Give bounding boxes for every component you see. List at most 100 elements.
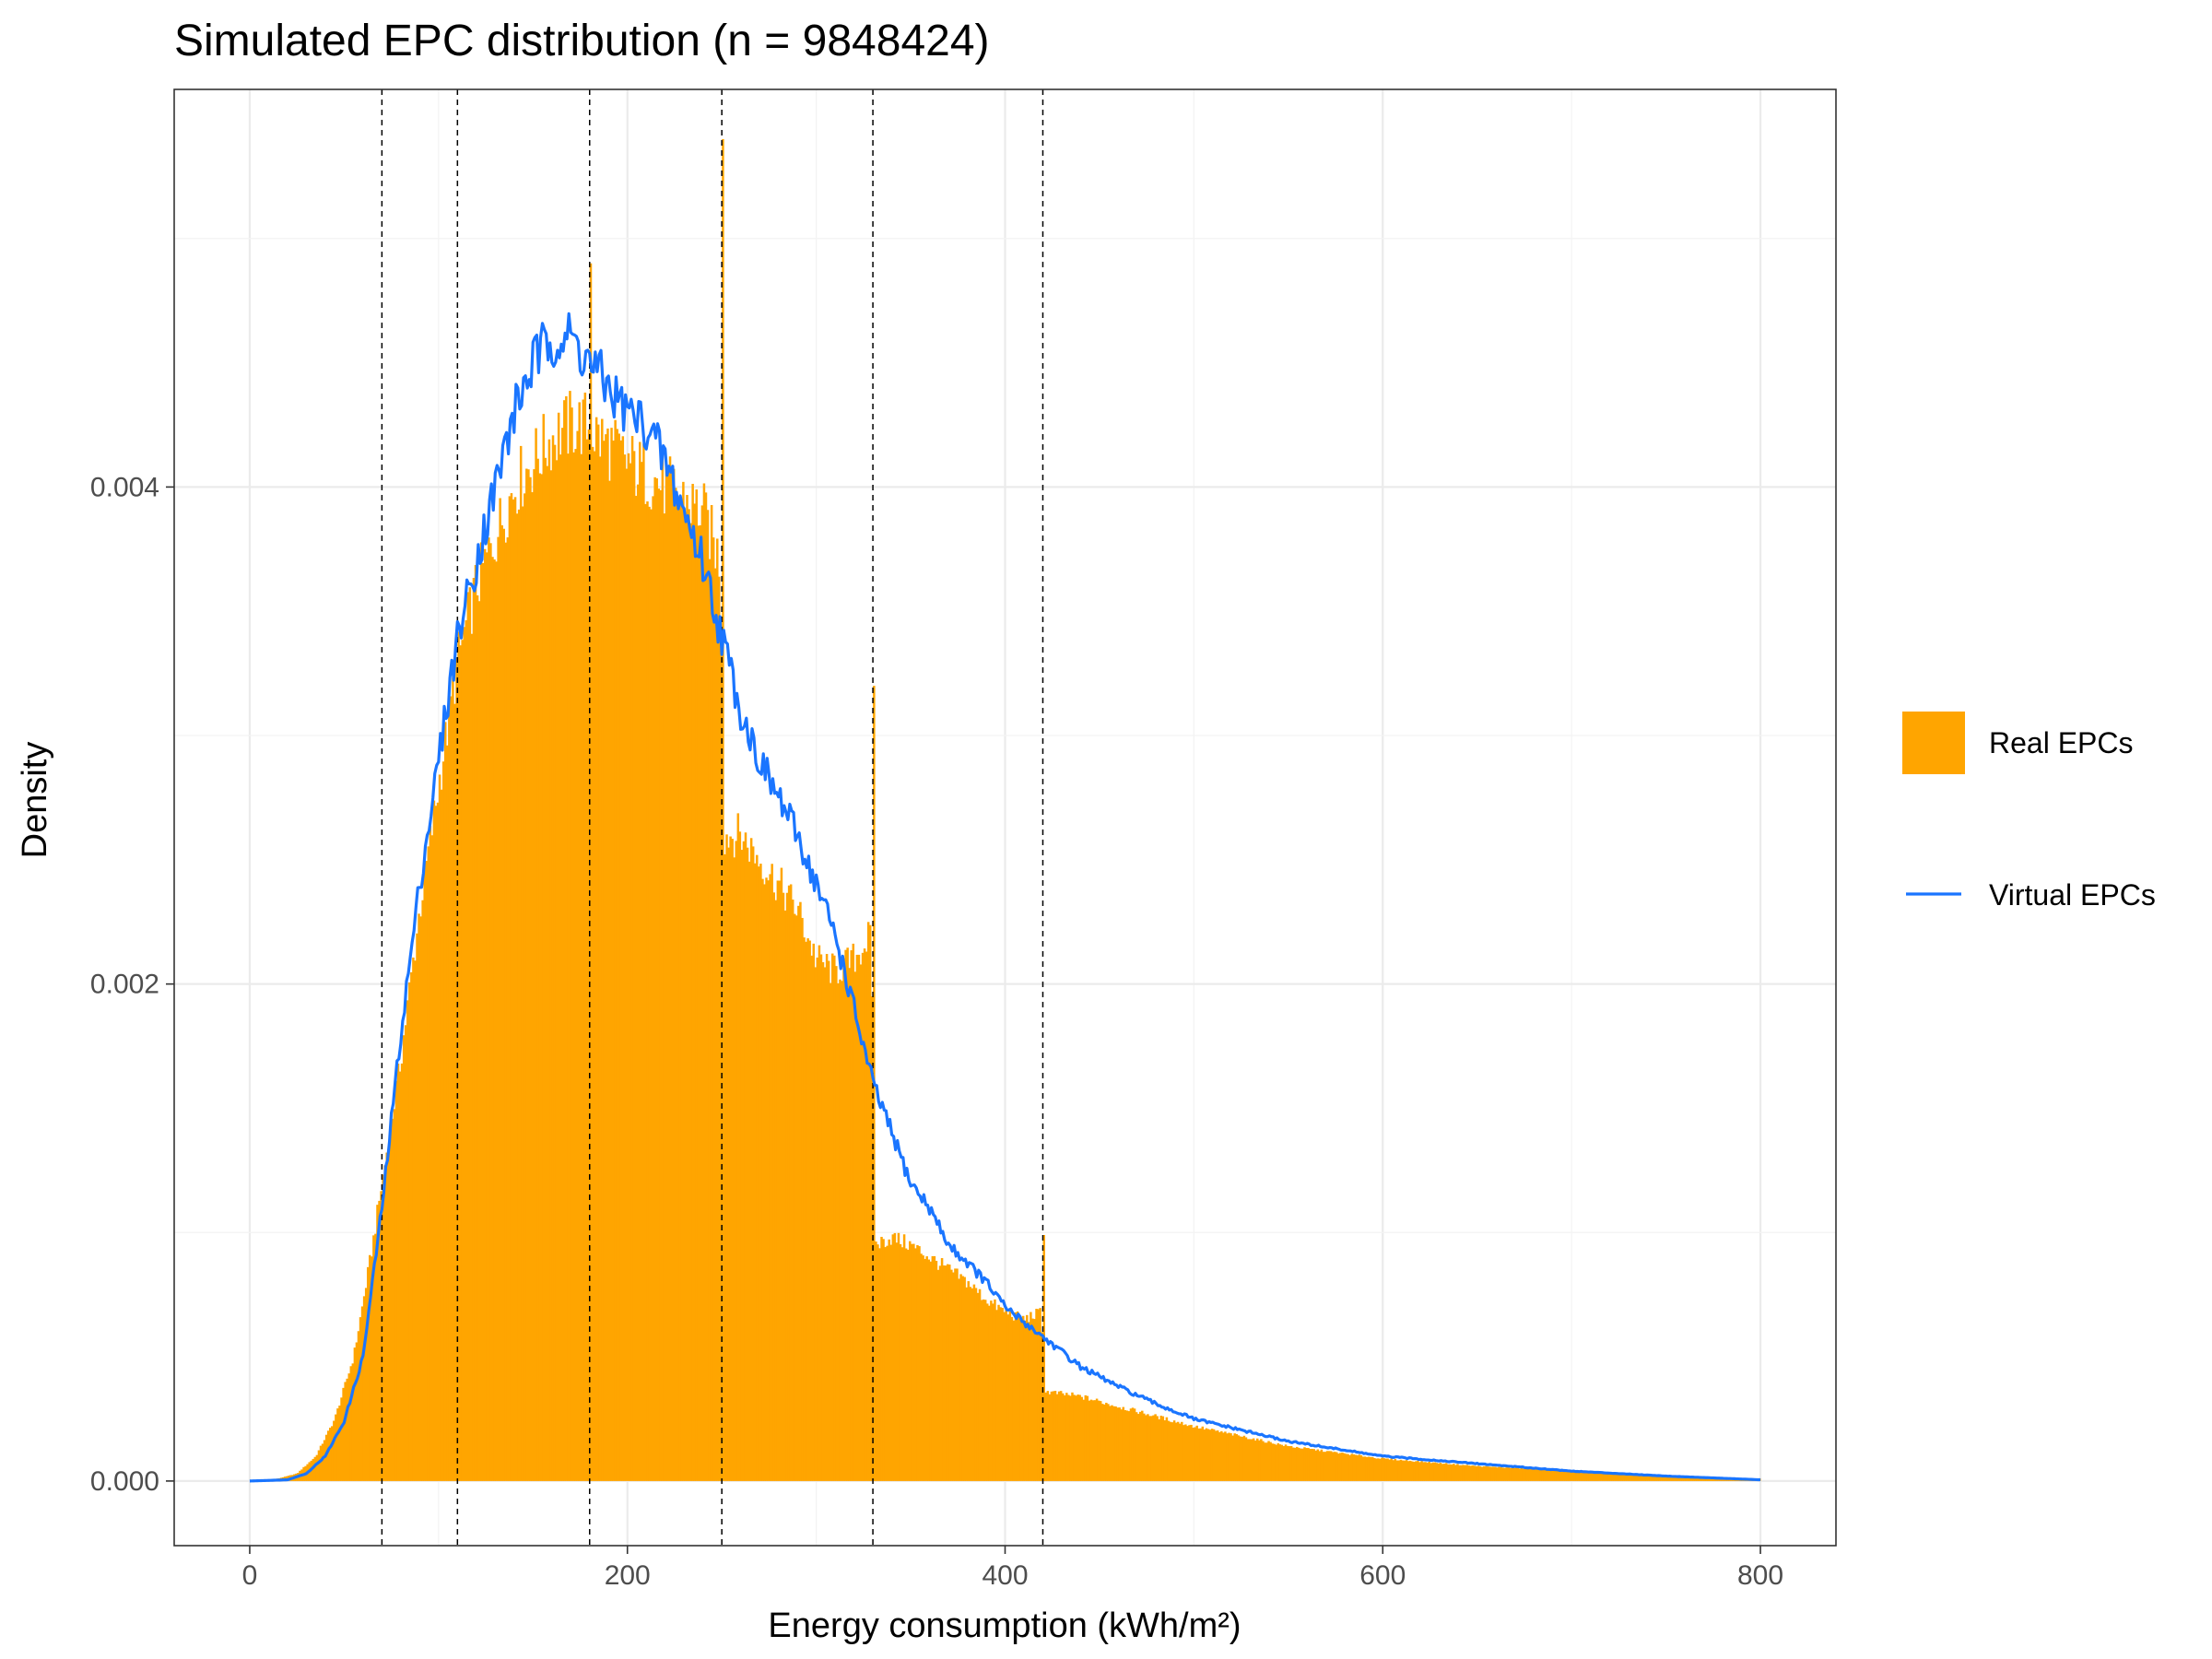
real-epcs-bar	[803, 937, 806, 1481]
real-epcs-bar	[538, 473, 541, 1481]
real-epcs-bar	[1031, 1318, 1034, 1481]
real-epcs-bar	[787, 885, 791, 1481]
real-epcs-bar	[1289, 1445, 1293, 1481]
real-epcs-bar	[504, 542, 508, 1481]
real-epcs-bar	[1064, 1394, 1066, 1481]
real-epcs-bar	[1448, 1464, 1452, 1481]
real-epcs-bar	[652, 496, 654, 1481]
real-epcs-bar	[791, 900, 794, 1481]
real-epcs-bar	[1269, 1441, 1272, 1481]
real-epcs-bar	[1573, 1470, 1576, 1481]
real-epcs-bar	[1179, 1423, 1182, 1481]
real-epcs-bar	[678, 496, 681, 1481]
real-epcs-bar	[1109, 1406, 1112, 1481]
real-epcs-bar	[1454, 1465, 1457, 1481]
real-epcs-bar	[902, 1234, 906, 1481]
real-epcs-bar	[999, 1307, 1002, 1481]
real-epcs-bar	[821, 962, 825, 1481]
real-epcs-bar	[1208, 1430, 1212, 1481]
real-epcs-bar	[369, 1254, 371, 1481]
real-epcs-bar	[759, 864, 762, 1481]
real-epcs-bar	[618, 433, 620, 1481]
real-epcs-bar	[944, 1265, 947, 1481]
x-axis-title: Energy consumption (kWh/m²)	[768, 1606, 1241, 1645]
real-epcs-bar	[936, 1269, 940, 1481]
real-epcs-histogram	[249, 138, 1761, 1481]
real-epcs-bar	[990, 1300, 993, 1481]
real-epcs-bar	[865, 951, 868, 1481]
real-epcs-bar	[644, 503, 647, 1481]
real-epcs-bar	[1021, 1315, 1025, 1481]
real-epcs-bar	[682, 481, 685, 1481]
real-epcs-bar	[605, 434, 607, 1481]
real-epcs-bar	[657, 488, 661, 1481]
real-epcs-bar	[1339, 1453, 1342, 1481]
real-epcs-bar	[1154, 1414, 1157, 1481]
real-epcs-bar	[362, 1296, 366, 1481]
real-epcs-bar	[393, 1109, 396, 1481]
real-epcs-bar	[922, 1255, 924, 1481]
real-epcs-bar	[1099, 1401, 1102, 1481]
real-epcs-bar	[472, 577, 476, 1481]
real-epcs-bar	[1298, 1447, 1300, 1481]
real-epcs-bar	[700, 505, 704, 1481]
real-epcs-bar	[610, 428, 613, 1481]
real-epcs-bar	[594, 417, 598, 1481]
real-epcs-bar	[689, 523, 692, 1481]
real-epcs-bar	[799, 901, 802, 1481]
real-epcs-bar	[536, 458, 539, 1481]
real-epcs-bar	[952, 1272, 955, 1481]
real-epcs-bar	[983, 1300, 987, 1481]
real-epcs-bar	[1465, 1465, 1468, 1481]
real-epcs-bar	[1688, 1477, 1691, 1481]
real-epcs-bar	[585, 439, 589, 1481]
real-epcs-bar	[848, 968, 851, 1481]
real-epcs-bar	[731, 839, 734, 1481]
real-epcs-bar	[1241, 1436, 1244, 1481]
real-epcs-bar	[580, 453, 583, 1481]
legend: Real EPCs Virtual EPCs	[1902, 712, 2156, 912]
real-epcs-bar	[1488, 1466, 1491, 1481]
real-epcs-bar	[1135, 1412, 1138, 1481]
real-epcs-bar	[1403, 1460, 1406, 1481]
real-epcs-bar	[641, 462, 643, 1481]
real-epcs-bar	[1077, 1394, 1079, 1481]
real-epcs-bar	[1700, 1477, 1702, 1481]
real-epcs-bar	[718, 576, 721, 1481]
legend-label-virtual-epcs: Virtual EPCs	[1989, 878, 2156, 912]
real-epcs-bar	[1171, 1422, 1174, 1481]
real-epcs-bar	[372, 1235, 375, 1481]
real-epcs-bar	[661, 454, 665, 1481]
real-epcs-bar	[733, 857, 735, 1481]
real-epcs-bar	[1082, 1399, 1085, 1481]
real-epcs-bar	[450, 696, 453, 1481]
real-epcs-bar	[805, 941, 807, 1481]
real-epcs-bar	[1548, 1469, 1552, 1481]
real-epcs-bar	[1181, 1421, 1183, 1481]
real-epcs-bar	[1220, 1430, 1223, 1481]
real-epcs-bar	[1478, 1465, 1482, 1481]
virtual-epcs-line	[249, 312, 1761, 1483]
real-epcs-bar	[1050, 1391, 1053, 1481]
real-epcs-bar	[1662, 1476, 1665, 1481]
real-epcs-bar	[489, 543, 492, 1481]
real-epcs-bar	[329, 1428, 332, 1481]
real-epcs-bar	[1601, 1472, 1605, 1481]
real-epcs-bar	[1607, 1473, 1610, 1481]
real-epcs-bar	[1456, 1464, 1459, 1481]
real-epcs-bar	[942, 1265, 946, 1481]
real-epcs-bar	[313, 1456, 317, 1481]
real-epcs-bar	[1052, 1391, 1055, 1481]
real-epcs-bar	[1312, 1449, 1315, 1481]
real-epcs-bar	[1469, 1465, 1473, 1481]
real-epcs-bar	[1203, 1430, 1206, 1481]
real-epcs-bar	[1559, 1470, 1563, 1481]
real-epcs-bar	[1620, 1474, 1623, 1481]
real-epcs-bar	[1516, 1467, 1520, 1481]
real-epcs-bar	[383, 1165, 386, 1481]
real-epcs-bar	[1008, 1311, 1012, 1481]
real-epcs-bar	[1250, 1439, 1253, 1481]
real-epcs-bar	[1044, 1392, 1048, 1481]
real-epcs-bar	[900, 1247, 904, 1481]
real-epcs-bar	[1514, 1467, 1518, 1481]
